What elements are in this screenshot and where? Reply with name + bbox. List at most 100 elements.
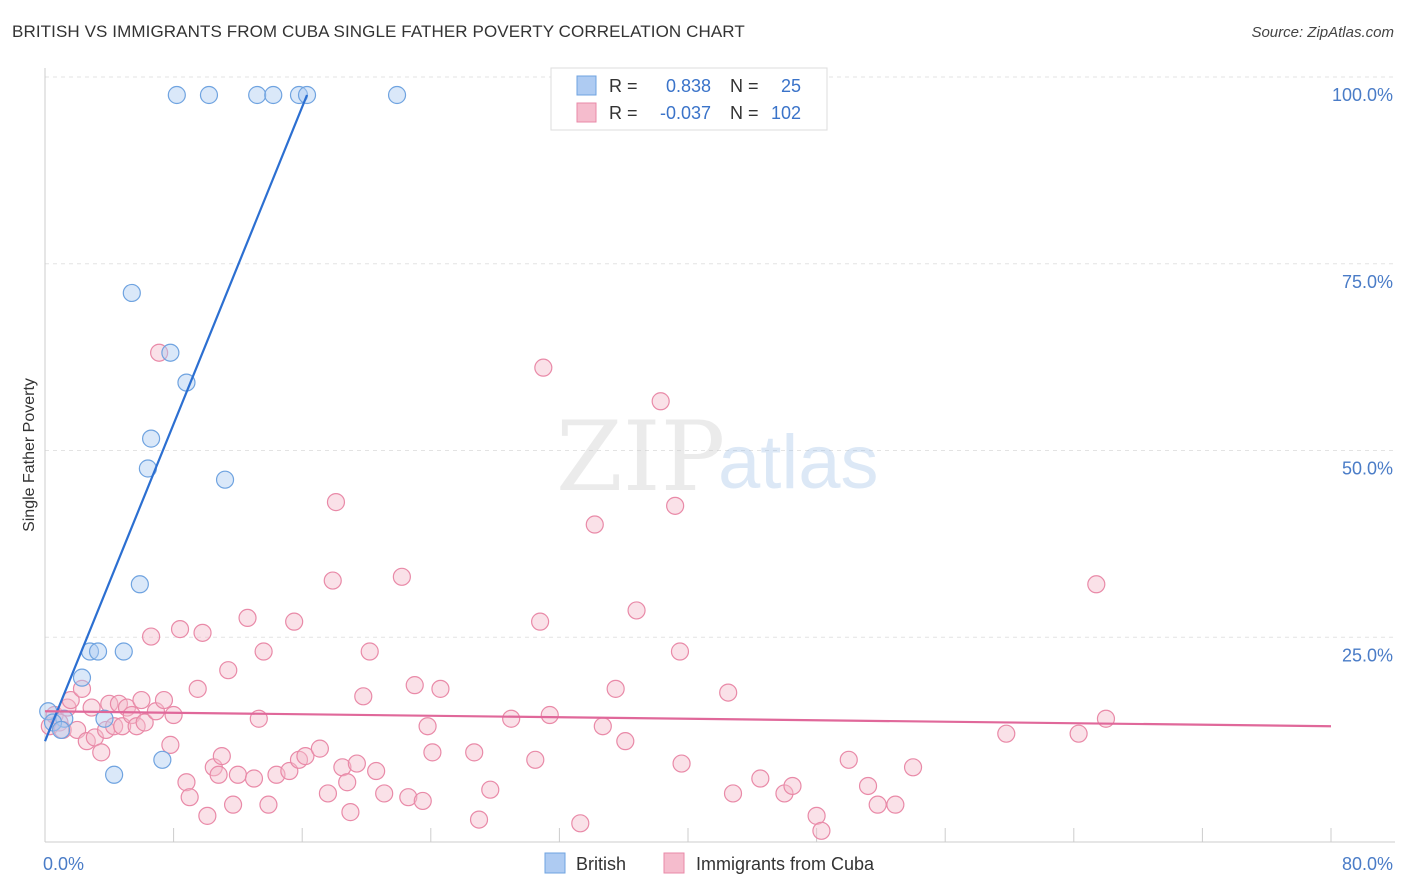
cuba-point	[469, 810, 489, 829]
cuba-point	[502, 709, 521, 728]
cuba-point	[423, 743, 442, 762]
british-point	[199, 85, 219, 105]
british-point	[387, 85, 407, 105]
cuba-point	[593, 717, 612, 736]
cuba-point	[606, 679, 625, 698]
cuba-point	[858, 776, 878, 796]
cuba-point	[326, 493, 346, 512]
cuba-point	[886, 795, 905, 814]
british-point	[130, 575, 149, 594]
cuba-point	[285, 612, 304, 631]
stats-legend-box	[550, 67, 828, 131]
cuba-point	[405, 676, 424, 695]
chart-title: BRITISH VS IMMIGRANTS FROM CUBA SINGLE F…	[12, 22, 745, 41]
british-swatch	[576, 75, 597, 96]
watermark-atlas: atlas	[718, 420, 879, 505]
british-point	[72, 668, 92, 687]
cuba-point	[161, 735, 180, 754]
y-tick-label: 75.0%	[1342, 272, 1393, 292]
cuba-point	[375, 784, 394, 803]
cuba-point	[723, 784, 743, 803]
cuba-point	[188, 679, 207, 698]
cuba-n-value: 102	[771, 103, 801, 123]
cuba-point	[341, 803, 360, 822]
cuba-point	[92, 743, 111, 762]
cuba-point	[244, 769, 264, 788]
cuba-point	[212, 746, 231, 766]
british-point	[141, 429, 161, 448]
cuba-point	[170, 620, 190, 639]
british-point	[114, 642, 133, 661]
cuba-point	[238, 608, 257, 628]
y-axis-label: Single Father Poverty	[21, 378, 38, 532]
cuba-point	[296, 746, 315, 766]
cuba-point	[719, 683, 738, 702]
cuba-point	[354, 687, 373, 706]
british-point	[215, 470, 235, 489]
cuba-point	[338, 773, 357, 792]
british-point	[248, 85, 267, 105]
cuba-point	[132, 690, 151, 710]
cuba-point	[616, 732, 635, 751]
cuba-point	[481, 780, 500, 799]
cuba-r-value: -0.037	[660, 103, 711, 123]
watermark: ZIP atlas	[556, 401, 879, 513]
british-point	[55, 709, 74, 728]
cuba-n-label: N =	[730, 103, 759, 123]
cuba-point	[164, 705, 183, 725]
cuba-point	[526, 750, 545, 769]
cuba-point	[868, 795, 887, 814]
source-label: Source: ZipAtlas.com	[1251, 24, 1394, 41]
cuba-point	[259, 795, 278, 814]
cuba-point	[531, 612, 550, 631]
british-point	[105, 765, 124, 784]
cuba-point	[198, 806, 217, 825]
legend-british-label: British	[576, 854, 626, 874]
cuba-point	[839, 750, 858, 769]
cuba-point	[392, 567, 411, 586]
british-r-value: 0.838	[666, 76, 711, 96]
cuba-point	[540, 705, 559, 725]
cuba-point	[431, 679, 450, 698]
british-point	[95, 709, 114, 728]
british-point	[153, 750, 172, 769]
cuba-point	[180, 788, 199, 807]
cuba-point	[672, 754, 691, 773]
cuba-point	[571, 814, 590, 833]
cuba-point	[135, 713, 154, 732]
cuba-point	[318, 784, 338, 803]
cuba-trend-line	[44, 710, 1332, 728]
x-tick-label-min: 0.0%	[43, 854, 84, 874]
cuba-point	[783, 776, 802, 796]
cuba-point	[219, 661, 238, 680]
british-point	[122, 283, 141, 303]
cuba-point	[812, 821, 831, 840]
cuba-point	[310, 739, 329, 758]
british-n-value: 25	[781, 76, 801, 96]
cuba-point	[627, 601, 646, 620]
legend-cuba-label: Immigrants from Cuba	[696, 854, 875, 874]
cuba-point	[360, 642, 379, 661]
british-point	[161, 343, 180, 362]
grid-lines	[45, 76, 1395, 638]
cuba-point	[177, 773, 196, 792]
cuba-r-label: R =	[609, 103, 638, 123]
cuba-point	[585, 515, 604, 534]
cuba-point	[323, 571, 342, 590]
cuba-point	[141, 627, 161, 646]
cuba-point	[228, 765, 247, 784]
cuba-point	[254, 642, 273, 661]
axes	[44, 68, 1395, 843]
cuba-point	[193, 623, 212, 642]
british-n-label: N =	[730, 76, 759, 96]
legend-cuba-swatch	[663, 852, 685, 874]
cuba-point	[751, 769, 770, 788]
series-legend: British Immigrants from Cuba	[544, 852, 875, 874]
cuba-point	[997, 724, 1016, 743]
cuba-point	[347, 754, 366, 773]
cuba-point	[413, 791, 432, 811]
british-point	[167, 85, 186, 105]
watermark-zip: ZIP	[556, 401, 725, 513]
y-tick-label: 25.0%	[1342, 645, 1393, 665]
cuba-point	[670, 642, 690, 661]
